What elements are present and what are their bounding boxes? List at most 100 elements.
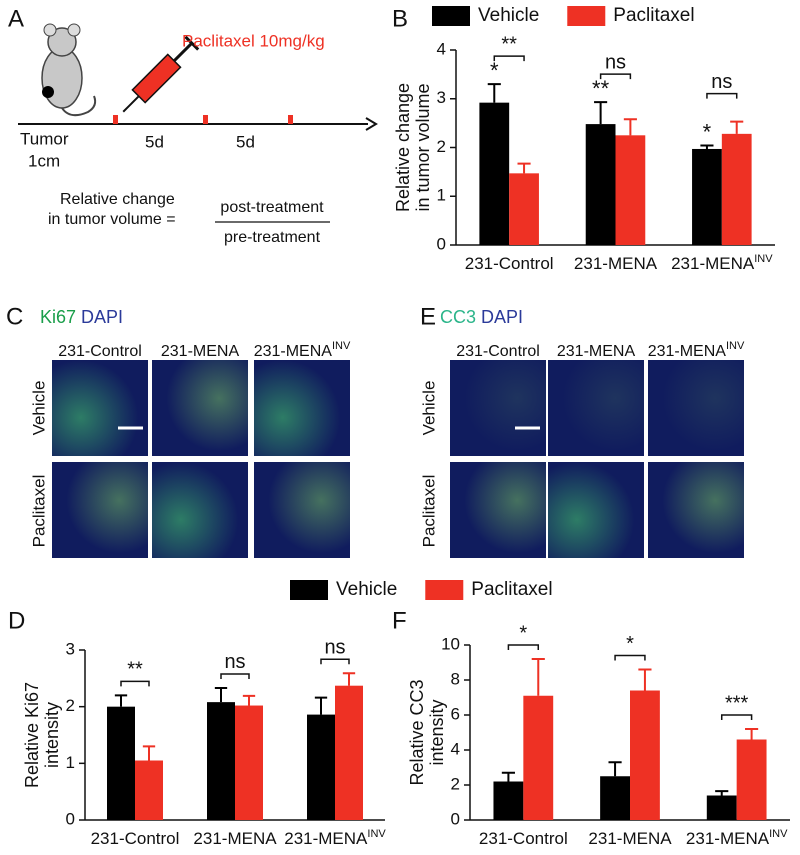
y-axis-label: Relative CC3 [407, 679, 427, 785]
error-bar [638, 668, 652, 691]
significance-bracket [493, 55, 525, 62]
micrograph-signal [648, 462, 744, 558]
error-bar [342, 672, 356, 686]
formula-denominator: pre-treatment [224, 229, 321, 246]
error-bar [531, 658, 545, 696]
micrograph-signal [254, 360, 350, 456]
error-bar [715, 790, 729, 796]
significance-label: ns [324, 637, 345, 659]
panel-label: F [392, 607, 407, 634]
bar [706, 795, 737, 820]
bar [630, 690, 660, 820]
y-tick-label: 6 [451, 704, 460, 723]
significance-bracket [599, 73, 632, 80]
x-tick-label-base: 231-MENA [588, 829, 672, 848]
y-axis-label: intensity [427, 699, 447, 765]
timeline-label: Tumor [20, 129, 69, 148]
mouse-icon [41, 23, 97, 117]
bar [615, 135, 646, 245]
legend-swatch [425, 580, 464, 600]
bar [509, 173, 539, 245]
legend-swatch [290, 580, 328, 600]
y-tick-label: 2 [437, 137, 446, 156]
significance-bracket [507, 644, 540, 650]
x-tick-label: 231-Control [465, 254, 554, 273]
bar [107, 706, 135, 820]
formula-numerator: post-treatment [220, 199, 324, 216]
bar [600, 776, 630, 820]
y-tick-label: 0 [437, 234, 446, 253]
timeline-label: 1cm [28, 151, 60, 170]
y-tick-label: 2 [66, 696, 75, 715]
significance-label: *** [725, 692, 749, 714]
column-label-base: 231-MENA [254, 343, 333, 360]
x-tick-label-sup: INV [754, 253, 773, 265]
y-tick-label: 1 [437, 186, 446, 205]
syringe-icon [122, 35, 200, 113]
legend-label: Paclitaxel [613, 5, 694, 26]
interval-label: 5d [236, 132, 255, 151]
column-label-base: 231-Control [456, 343, 540, 360]
x-tick-label-sup: INV [769, 828, 788, 840]
bar [493, 781, 524, 820]
bar [736, 739, 767, 820]
x-tick-label: 231-MENAINV [686, 828, 788, 849]
bar [307, 714, 335, 820]
row-label: Vehicle [419, 381, 438, 436]
interval-label: 5d [145, 132, 164, 151]
micrograph-signal [152, 360, 248, 456]
micrograph-signal [548, 360, 644, 456]
panel-label: B [392, 5, 408, 32]
legend-swatch [432, 6, 470, 26]
bar [207, 702, 235, 820]
column-label: 231-MENA [161, 343, 240, 360]
counterstain-name: DAPI [481, 307, 523, 327]
x-tick-label-base: 231-MENA [284, 829, 368, 848]
x-tick-label-base: 231-Control [91, 829, 180, 848]
significance-label: ns [605, 51, 626, 73]
significance-label: * [519, 622, 527, 644]
formula-text: in tumor volume = [48, 211, 176, 228]
x-tick-label-base: 231-MENA [671, 254, 755, 273]
column-label-sup: INV [332, 340, 351, 352]
bar [335, 685, 363, 820]
stain-title: Ki67 DAPI [40, 307, 123, 327]
significance-bracket [120, 680, 150, 687]
row-label: Paclitaxel [419, 475, 438, 548]
error-bar [730, 120, 744, 134]
y-tick-label: 0 [451, 809, 460, 828]
significance-label: ** [127, 659, 143, 681]
bar [479, 102, 510, 246]
panel-label: D [8, 607, 25, 634]
column-label: 231-Control [58, 343, 142, 360]
micrograph-signal [450, 360, 546, 456]
marker-name: CC3 [440, 307, 476, 327]
error-bar [608, 761, 622, 777]
error-bar [517, 162, 531, 174]
bar [235, 705, 263, 820]
column-label: 231-Control [456, 343, 540, 360]
x-tick-label: 231-MENAINV [284, 828, 386, 849]
significance-label: * [626, 633, 634, 655]
micrograph-signal [52, 360, 148, 456]
y-tick-label: 10 [441, 634, 460, 653]
micrograph-signal [254, 462, 350, 558]
micrograph-signal [152, 462, 248, 558]
y-axis-label: intensity [42, 702, 62, 768]
micrograph-signal [450, 462, 546, 558]
significance-label: ns [711, 71, 732, 93]
column-label: 231-MENA [557, 343, 636, 360]
significance-marker: ** [592, 76, 610, 101]
column-label: 231-MENAINV [254, 340, 351, 360]
column-label-base: 231-MENA [557, 343, 636, 360]
y-tick-label: 8 [451, 669, 460, 688]
marker-name: Ki67 [40, 307, 76, 327]
row-label: Paclitaxel [29, 475, 48, 548]
micrograph-signal [548, 462, 644, 558]
column-label-base: 231-MENA [161, 343, 240, 360]
drug-label: Paclitaxel 10mg/kg [182, 31, 325, 50]
significance-bracket [614, 654, 646, 661]
x-tick-label: 231-MENA [574, 254, 658, 273]
bar [135, 760, 163, 820]
